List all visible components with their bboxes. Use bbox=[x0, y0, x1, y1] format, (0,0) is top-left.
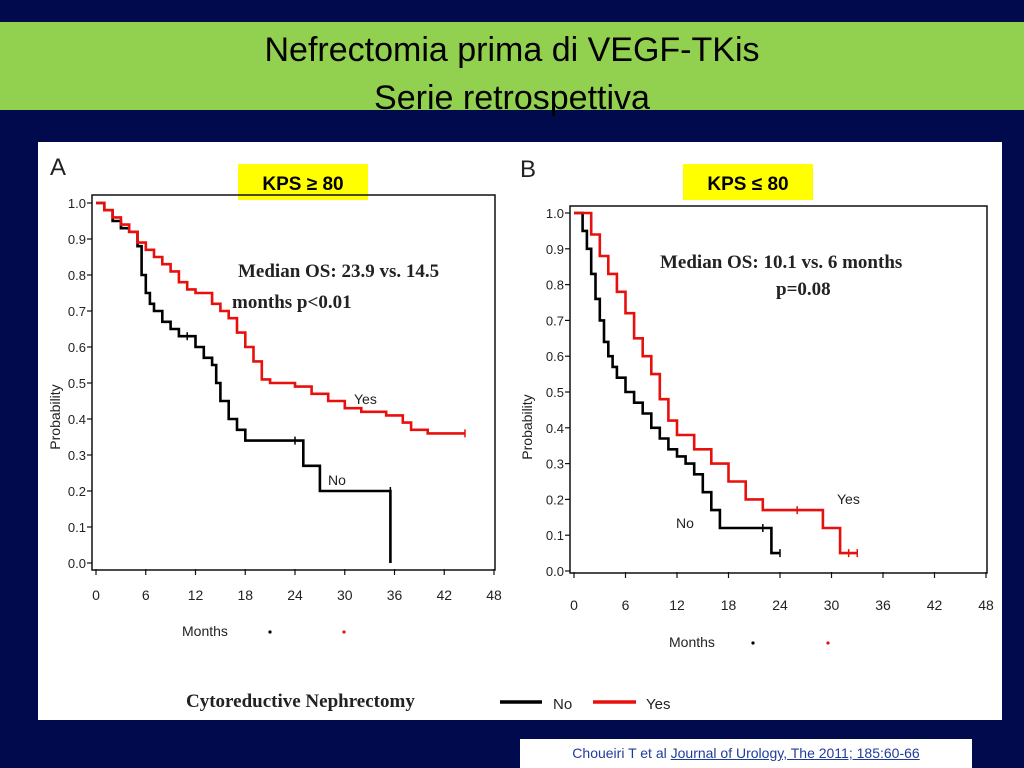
panel-b-badge: KPS ≤ 80 bbox=[707, 174, 788, 195]
panel-b-censor-yes-marker bbox=[826, 641, 830, 645]
panel-b-ytick-label: 0.9 bbox=[546, 242, 564, 257]
slide-subtitle: Serie retrospettiva bbox=[374, 79, 650, 117]
panel-b-axes: 0 6 12 18 24 30 36 42 48 0.0 0.1 0.2 0.3 0.4 0.5 0.6 0.7… bbox=[546, 206, 994, 613]
panel-a-xtick-label: 48 bbox=[486, 587, 502, 603]
panel-b-annotation-1: Median OS: 10.1 vs. 6 months bbox=[660, 252, 902, 273]
panel-a-xtick-label: 30 bbox=[337, 587, 353, 603]
citation-author: Choueiri T et al bbox=[572, 745, 667, 761]
panel-a-ytick-label: 0.0 bbox=[68, 556, 86, 571]
slide-title: Nefrectomia prima di VEGF-TKis bbox=[264, 31, 760, 69]
panel-a: A KPS ≥ 80 0 6 12 18 24 30 36 42 480.00.10.20.30… bbox=[47, 154, 502, 639]
panel-b-ytick-label: 0.3 bbox=[546, 457, 564, 472]
panel-a-ytick-label: 0.3 bbox=[68, 448, 86, 463]
panel-a-xtick-label: 12 bbox=[188, 587, 204, 603]
panel-a-ytick-label: 0.5 bbox=[68, 376, 86, 391]
panel-a-annotation-2: months p<0.01 bbox=[232, 292, 352, 313]
panel-a-xtick-label: 6 bbox=[142, 587, 150, 603]
panel-a-xtick-label: 0 bbox=[92, 587, 100, 603]
legend-yes-label: Yes bbox=[646, 696, 670, 713]
panel-b-ylabel: Probability bbox=[519, 394, 535, 459]
title-band bbox=[0, 22, 1024, 110]
panel-b-xtick-label: 48 bbox=[978, 597, 994, 613]
legend-no-label: No bbox=[553, 696, 572, 713]
panel-a-ytick-label: 0.1 bbox=[68, 520, 86, 535]
panel-b-ytick-label: 0.6 bbox=[546, 349, 564, 364]
panel-a-xtick-label: 24 bbox=[287, 587, 303, 603]
panel-b-xtick-label: 18 bbox=[721, 597, 737, 613]
panel-b-frame bbox=[569, 205, 988, 574]
figure-panel: A KPS ≥ 80 0 6 12 18 24 30 36 42 48 0.0 0.1 0.2 0.3 0… bbox=[38, 142, 1002, 720]
citation-journal-link[interactable]: Journal of Urology, The 2011; 185:60-66 bbox=[670, 745, 920, 761]
panel-b-ytick-label: 0.8 bbox=[546, 278, 564, 293]
legend-title: Cytoreductive Nephrectomy bbox=[186, 691, 415, 712]
panel-a-badge: KPS ≥ 80 bbox=[262, 174, 343, 195]
panel-a-xlabel: Months bbox=[182, 623, 228, 639]
panel-a-ytick-label: 0.4 bbox=[68, 412, 86, 427]
panel-a-no-label: No bbox=[328, 472, 346, 488]
panel-a-badge-bg bbox=[238, 164, 368, 200]
panel-a-ytick-label: 0.6 bbox=[68, 340, 86, 355]
panel-b-ytick-label: 0.4 bbox=[546, 421, 564, 436]
panel-a-ytick-label: 0.8 bbox=[68, 268, 86, 283]
panel-b-ytick-label: 0.7 bbox=[546, 313, 564, 328]
panel-a-ytick-label: 1.0 bbox=[68, 196, 86, 211]
panel-b-series-yes bbox=[574, 211, 858, 555]
km-figure: A KPS ≥ 80 0 6 12 18 24 30 36 42 480.00.10.20.30… bbox=[47, 154, 994, 713]
panel-b-xtick-label: 6 bbox=[622, 597, 630, 613]
panel-a-series bbox=[96, 201, 466, 563]
panel-a-censor-yes-marker bbox=[342, 630, 346, 634]
panel-b-series bbox=[574, 211, 858, 558]
panel-b-xlabel: Months bbox=[669, 634, 715, 650]
panel-a-annotation-1: Median OS: 23.9 vs. 14.5 bbox=[238, 261, 439, 282]
panel-b-xtick-label: 30 bbox=[824, 597, 840, 613]
panel-a-ylabel: Probability bbox=[47, 384, 63, 449]
panel-a-letter: A bbox=[50, 154, 66, 181]
panel-b-xtick-label: 12 bbox=[669, 597, 685, 613]
panel-b-xtick-label: 24 bbox=[772, 597, 788, 613]
panel-b-ytick-label: 0.2 bbox=[546, 492, 564, 507]
panel-b-no-label: No bbox=[676, 515, 694, 531]
panel-a-ytick-label: 0.2 bbox=[68, 484, 86, 499]
panel-b-yes-label: Yes bbox=[837, 491, 860, 507]
panel-b-xtick-label: 0 bbox=[570, 597, 578, 613]
panel-a-xtick-label: 36 bbox=[387, 587, 403, 603]
panel-b-annotation-2: p=0.08 bbox=[776, 279, 831, 300]
panel-b-ytick-label: 0.1 bbox=[546, 528, 564, 543]
panel-b-letter: B bbox=[520, 156, 536, 183]
panel-a-censor-no-marker bbox=[268, 630, 272, 634]
citation: Choueiri T et al Journal of Urology, The… bbox=[520, 739, 972, 768]
panel-a-axes: 0 6 12 18 24 30 36 42 48 0.0 0.1 0.2 0.3 0.4 0.5 0.6 0.7… bbox=[68, 196, 502, 603]
panel-b-ytick-label: 0.0 bbox=[546, 564, 564, 579]
panel-a-series-no bbox=[96, 201, 392, 563]
panel-b-xtick-label: 42 bbox=[927, 597, 943, 613]
panel-b-badge-bg bbox=[683, 164, 813, 200]
panel-a-ytick-label: 0.7 bbox=[68, 304, 86, 319]
panel-a-series-yes bbox=[96, 201, 465, 435]
panel-b-ytick-label: 0.5 bbox=[546, 385, 564, 400]
panel-a-xtick-label: 18 bbox=[237, 587, 253, 603]
figure-legend: Cytoreductive Nephrectomy No Yes bbox=[186, 691, 670, 713]
panel-a-ytick-label: 0.9 bbox=[68, 232, 86, 247]
panel-a-xtick-label: 42 bbox=[436, 587, 452, 603]
panel-b-ytick-label: 1.0 bbox=[546, 206, 564, 221]
panel-b-xtick-label: 36 bbox=[875, 597, 891, 613]
panel-a-yes-label: Yes bbox=[354, 391, 377, 407]
panel-b-censor-no-marker bbox=[751, 641, 755, 645]
panel-b: B KPS ≤ 80 0 6 12 18 24 30 36 42 480.00.10.20.30… bbox=[519, 156, 994, 650]
panel-b-series-no bbox=[574, 211, 780, 555]
